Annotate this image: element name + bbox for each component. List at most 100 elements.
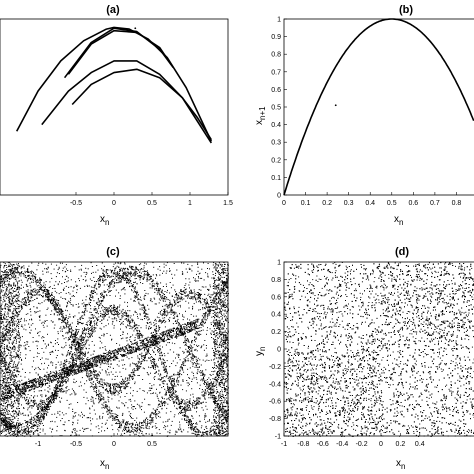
panel-c-point [23,407,25,409]
panel-c-point [48,290,50,292]
panel-c-point [64,282,65,283]
panel-c-point [77,321,79,323]
panel-c-point [157,366,159,368]
panel-c-point [133,339,135,341]
panel-c-point [184,344,186,346]
panel-c-point [35,277,36,279]
panel-c-point [138,325,140,327]
panel-c-point [135,363,137,365]
panel-c-point [110,282,112,284]
panel-c-point [219,408,221,410]
panel-c-point [134,339,136,341]
panel-c-point [69,361,71,363]
panel-c-point [165,392,167,393]
panel-c-point [50,263,52,265]
panel-c-point [136,427,138,429]
panel-c-point [17,282,19,284]
panel-c-point [169,431,171,433]
panel-c-point [143,435,145,437]
panel-c-point [195,331,197,333]
panel-c-point [40,281,41,283]
panel-c-point [206,359,208,361]
panel-c-point [98,336,100,338]
panel-c-point [169,394,170,396]
panel-c-point [89,323,91,325]
panel-c-point [90,354,92,356]
panel-c-point [9,298,11,300]
panel-c-point [134,297,136,299]
panel-c-point [180,384,182,386]
panel-c-point [136,268,138,270]
panel-c-point [74,435,76,437]
panel-c-point [18,286,20,288]
panel-c-point [165,344,167,346]
panel-c-point [210,394,212,396]
panel-c-point [150,321,152,323]
panel-c-point [206,333,207,335]
panel-c-point [196,428,198,430]
panel-c-point [92,397,94,399]
panel-c-point [159,299,161,301]
panel-c-point [5,384,7,386]
panel-c-point [162,402,164,404]
panel-c-point [114,416,116,418]
panel-c-point [152,279,154,281]
panel-c-point [212,398,214,400]
panel-c-point [206,408,208,410]
panel-c-point [158,403,160,405]
panel-c-point [139,331,141,332]
panel-c-point [119,304,121,306]
panel-c-point [195,431,197,433]
panel-c-point [45,395,47,397]
panel-c-point [59,384,61,386]
panel-c-point [188,409,190,411]
panel-c-point [2,353,4,355]
panel-c-point [125,422,126,424]
panel-c-point [203,317,205,318]
panel-b-x-tick-label: 0.2 [322,200,332,207]
panel-c-point [215,294,217,296]
panel-c-point [101,426,103,428]
panel-c-point [147,404,149,406]
panel-c-point [14,314,16,316]
panel-c-point [185,404,187,406]
panel-c-point [117,271,119,273]
panel-c-point [157,378,159,380]
panel-c-point [63,414,65,416]
panel-c-point [93,388,95,390]
panel-c-point [179,421,180,423]
panel-c-point [198,345,200,347]
panel-c-point [41,322,43,324]
panel-c-point [192,365,194,367]
panel-c-point [58,318,60,320]
panel-c-point [79,429,81,431]
panel-c-point [173,395,175,397]
panel-c-point [88,348,90,350]
panel-c-point [90,382,92,384]
panel-b-title: (b) [399,4,413,16]
panel-c-point [183,408,185,410]
panel-c-point [179,326,181,328]
panel-c-point [206,382,208,384]
panel-c-point [13,284,15,285]
panel-c-point [14,425,16,427]
panel-c-point [86,380,88,382]
panel-c-point [171,296,173,297]
panel-c-point [57,390,58,392]
panel-c-point [124,378,126,380]
panel-c-point [127,269,129,271]
panel-c-point [143,347,145,349]
panel-c-point [162,296,164,298]
panel-c-point [0,354,2,356]
panel-c-point [104,405,106,407]
panel-c-point [134,326,136,328]
panel-c-point [82,279,84,280]
panel-c-point [86,373,88,375]
panel-c-point [164,425,166,427]
panel-c-point [155,413,157,415]
panel-c-point [196,372,198,374]
panel-c-point [98,397,99,399]
panel-c-point [153,325,155,327]
panel-c-point [81,359,83,361]
panel-c-point [146,423,148,425]
